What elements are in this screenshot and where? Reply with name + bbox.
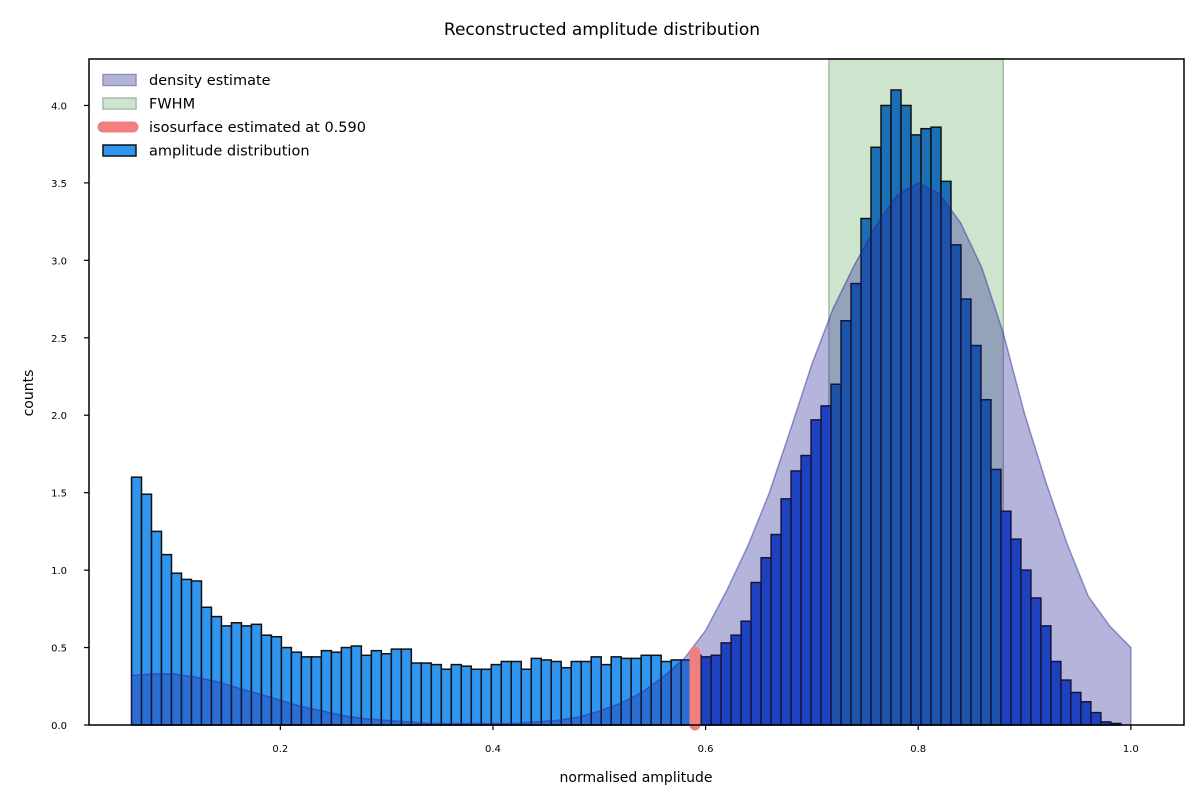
histogram-bar [440, 668, 453, 726]
legend-label: density estimate [149, 73, 271, 89]
histogram-bar [420, 662, 433, 726]
legend-label: FWHM [149, 97, 195, 113]
histogram-bar [340, 646, 353, 726]
plot-area [130, 58, 1132, 731]
y-tick-label: 0.5 [51, 644, 67, 655]
x-tick-label: 1.0 [1123, 744, 1139, 755]
y-tick-label: 3.0 [51, 256, 67, 267]
histogram-bar [410, 662, 423, 726]
histogram-bar [400, 648, 413, 726]
histogram-bar [510, 660, 523, 726]
legend-handle [102, 144, 137, 157]
y-tick-label: 1.5 [51, 489, 67, 500]
axis-ticks: 0.2 0.4 0.6 0.8 1.0 0.0 0.5 1.0 1.5 2.0 2.5 3.0 3.5 4… [51, 101, 1139, 755]
histogram-bar [460, 665, 473, 726]
histogram-bar [570, 660, 582, 726]
histogram-bar [390, 648, 403, 726]
legend-label: isosurface estimated at 0.590 [149, 120, 366, 136]
y-axis-label: counts [21, 370, 37, 417]
histogram-bar [360, 654, 373, 726]
y-tick-label: 2.5 [51, 334, 67, 345]
legend: density estimate FWHM isosurface estimated… [97, 73, 366, 160]
histogram-bar [380, 653, 393, 726]
x-tick-label: 0.4 [485, 744, 501, 755]
x-axis-label: normalised amplitude [560, 770, 713, 786]
histogram-bar [430, 663, 443, 726]
histogram-bar [470, 668, 483, 726]
x-tick-label: 0.6 [698, 744, 714, 755]
legend-handle [102, 97, 137, 110]
legend-handle [102, 73, 137, 87]
histogram-bar [560, 666, 572, 726]
histogram-bar [350, 645, 363, 726]
x-tick-label: 0.2 [272, 744, 288, 755]
y-tick-label: 0.0 [51, 721, 67, 732]
histogram-bar [540, 659, 552, 726]
histogram-bar [480, 668, 493, 726]
histogram-bar [500, 660, 513, 726]
histogram-bar [490, 663, 503, 726]
histogram-bar [370, 649, 383, 726]
histogram-bar [530, 657, 542, 726]
histogram-bar [550, 660, 562, 726]
y-tick-label: 3.5 [51, 179, 67, 190]
x-tick-label: 0.8 [910, 744, 926, 755]
histogram-bar [450, 663, 463, 726]
y-tick-label: 2.0 [51, 411, 67, 422]
y-tick-label: 1.0 [51, 566, 67, 577]
density-estimate-area [130, 182, 1132, 726]
histogram-bar [520, 668, 533, 726]
axes-frame [88, 58, 1185, 726]
legend-label: amplitude distribution [149, 144, 310, 160]
y-tick-label: 4.0 [51, 101, 67, 112]
chart-title: Reconstructed amplitude distribution [444, 20, 760, 40]
